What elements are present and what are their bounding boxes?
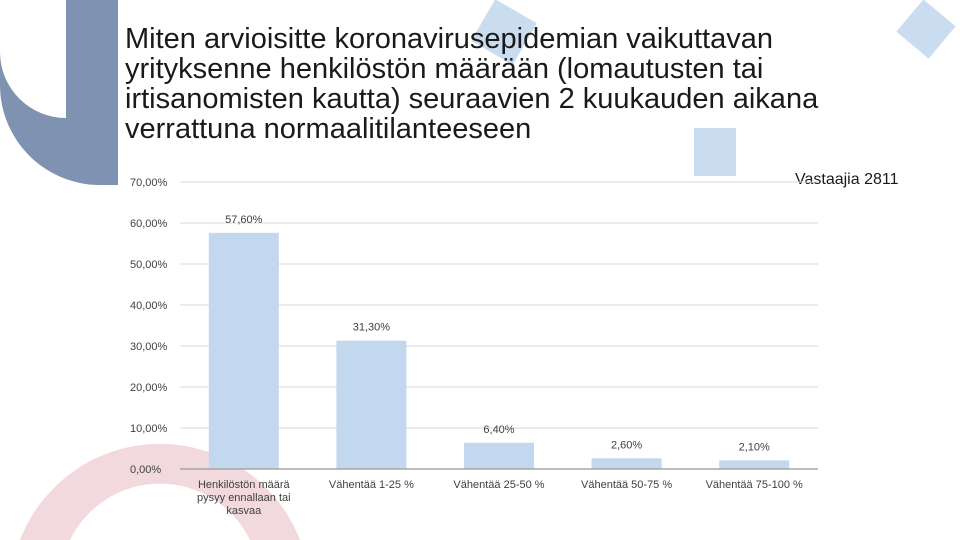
data-label: 2,10% [739,441,770,453]
y-tick-label: 60,00% [130,218,168,230]
data-label: 6,40% [483,424,514,436]
category-label: Henkilöstön määrä pysyy ennallaan tai ka… [197,479,291,517]
y-tick-label: 70,00% [130,177,168,189]
y-tick-label: 10,00% [130,423,168,435]
bar [208,232,279,469]
category-label: Vähentää 75-100 % [705,479,803,491]
y-tick-label: 0,00% [130,464,161,476]
blue-square-decoration-2 [896,0,956,59]
bar [336,340,407,469]
data-label: 31,30% [353,322,391,334]
y-tick-label: 20,00% [130,382,168,394]
bar [591,458,662,469]
bar [464,442,534,469]
category-label: Vähentää 1-25 % [328,479,414,491]
bar [719,460,790,469]
blue-square-decoration-3 [694,128,736,176]
y-tick-label: 30,00% [130,341,168,353]
data-label: 57,60% [225,214,263,226]
slide-title: Miten arvioisitte koronavirusepidemian v… [125,23,819,145]
data-label: 2,60% [611,439,642,451]
respondent-count: Vastaajia 2811 [795,171,899,188]
slate-arc-decoration [0,0,118,185]
blue-square-decoration-1 [471,0,537,65]
category-label: Vähentää 50-75 % [581,479,673,491]
category-label: Vähentää 25-50 % [453,479,545,491]
y-tick-label: 50,00% [130,259,168,271]
y-tick-label: 40,00% [130,300,168,312]
